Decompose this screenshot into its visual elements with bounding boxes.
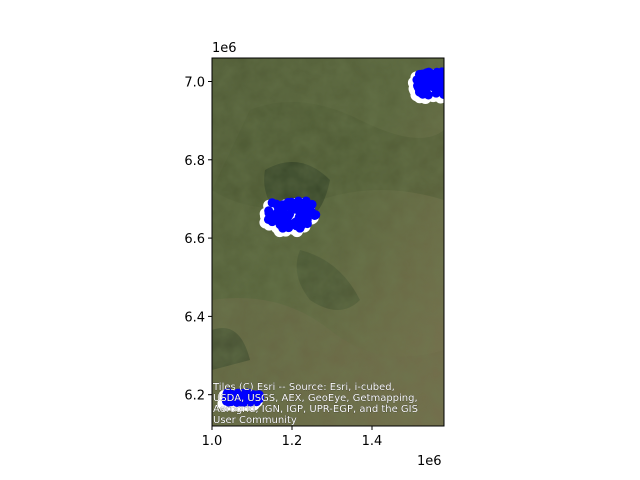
data-point bbox=[239, 397, 249, 407]
data-point bbox=[295, 211, 305, 221]
data-point bbox=[445, 69, 454, 78]
attribution-line: USDA, USGS, AEX, GeoEye, Getmapping, bbox=[213, 393, 418, 404]
x-ticks: 1.0 1.2 1.4 bbox=[202, 426, 383, 449]
point-cluster bbox=[217, 388, 265, 412]
data-point bbox=[294, 198, 304, 208]
x-offset-label: 1e6 bbox=[417, 454, 442, 469]
y-tick-label: 6.2 bbox=[184, 389, 205, 404]
data-point bbox=[252, 390, 262, 400]
data-point bbox=[418, 89, 428, 99]
attribution: Tiles (C) Esri -- Source: Esri, i-cubed,… bbox=[212, 382, 418, 426]
data-point bbox=[420, 82, 430, 92]
data-point bbox=[413, 83, 423, 93]
data-point bbox=[432, 87, 442, 97]
axes-frame bbox=[211, 57, 445, 427]
attribution-line: Tiles (C) Esri -- Source: Esri, i-cubed, bbox=[212, 382, 395, 393]
x-tick-label: 1.0 bbox=[202, 434, 223, 449]
x-tick-label: 1.2 bbox=[282, 434, 303, 449]
data-point bbox=[447, 90, 456, 99]
data-point bbox=[264, 206, 274, 216]
data-point bbox=[278, 223, 288, 233]
y-offset-label: 1e6 bbox=[212, 41, 237, 56]
basemap-tiles bbox=[212, 58, 444, 426]
y-tick-label: 7.0 bbox=[184, 75, 205, 90]
data-point bbox=[278, 205, 288, 215]
attribution-line: User Community bbox=[213, 415, 297, 426]
data-point bbox=[223, 395, 233, 405]
point-cluster bbox=[259, 196, 321, 238]
y-tick-label: 6.8 bbox=[184, 154, 205, 169]
y-tick-label: 6.6 bbox=[184, 232, 205, 247]
data-point bbox=[240, 389, 250, 399]
data-point bbox=[267, 198, 277, 208]
data-point bbox=[412, 75, 422, 85]
data-point bbox=[290, 217, 300, 227]
data-point bbox=[263, 214, 273, 224]
data-point bbox=[429, 75, 439, 85]
attribution-line: Aerogrid, IGN, IGP, UPR-EGP, and the GIS bbox=[213, 404, 418, 415]
x-tick-label: 1.4 bbox=[362, 434, 383, 449]
data-point bbox=[434, 69, 444, 79]
y-tick-label: 6.4 bbox=[184, 310, 205, 325]
data-point bbox=[420, 72, 430, 82]
data-point bbox=[283, 212, 293, 222]
data-points bbox=[217, 67, 456, 412]
data-point bbox=[443, 86, 444, 92]
data-point bbox=[444, 73, 453, 82]
point-cluster bbox=[407, 67, 456, 105]
data-point bbox=[445, 83, 454, 92]
y-ticks: 6.2 6.4 6.6 6.8 7.0 bbox=[184, 75, 212, 404]
data-point bbox=[446, 74, 455, 83]
data-point bbox=[311, 210, 321, 220]
